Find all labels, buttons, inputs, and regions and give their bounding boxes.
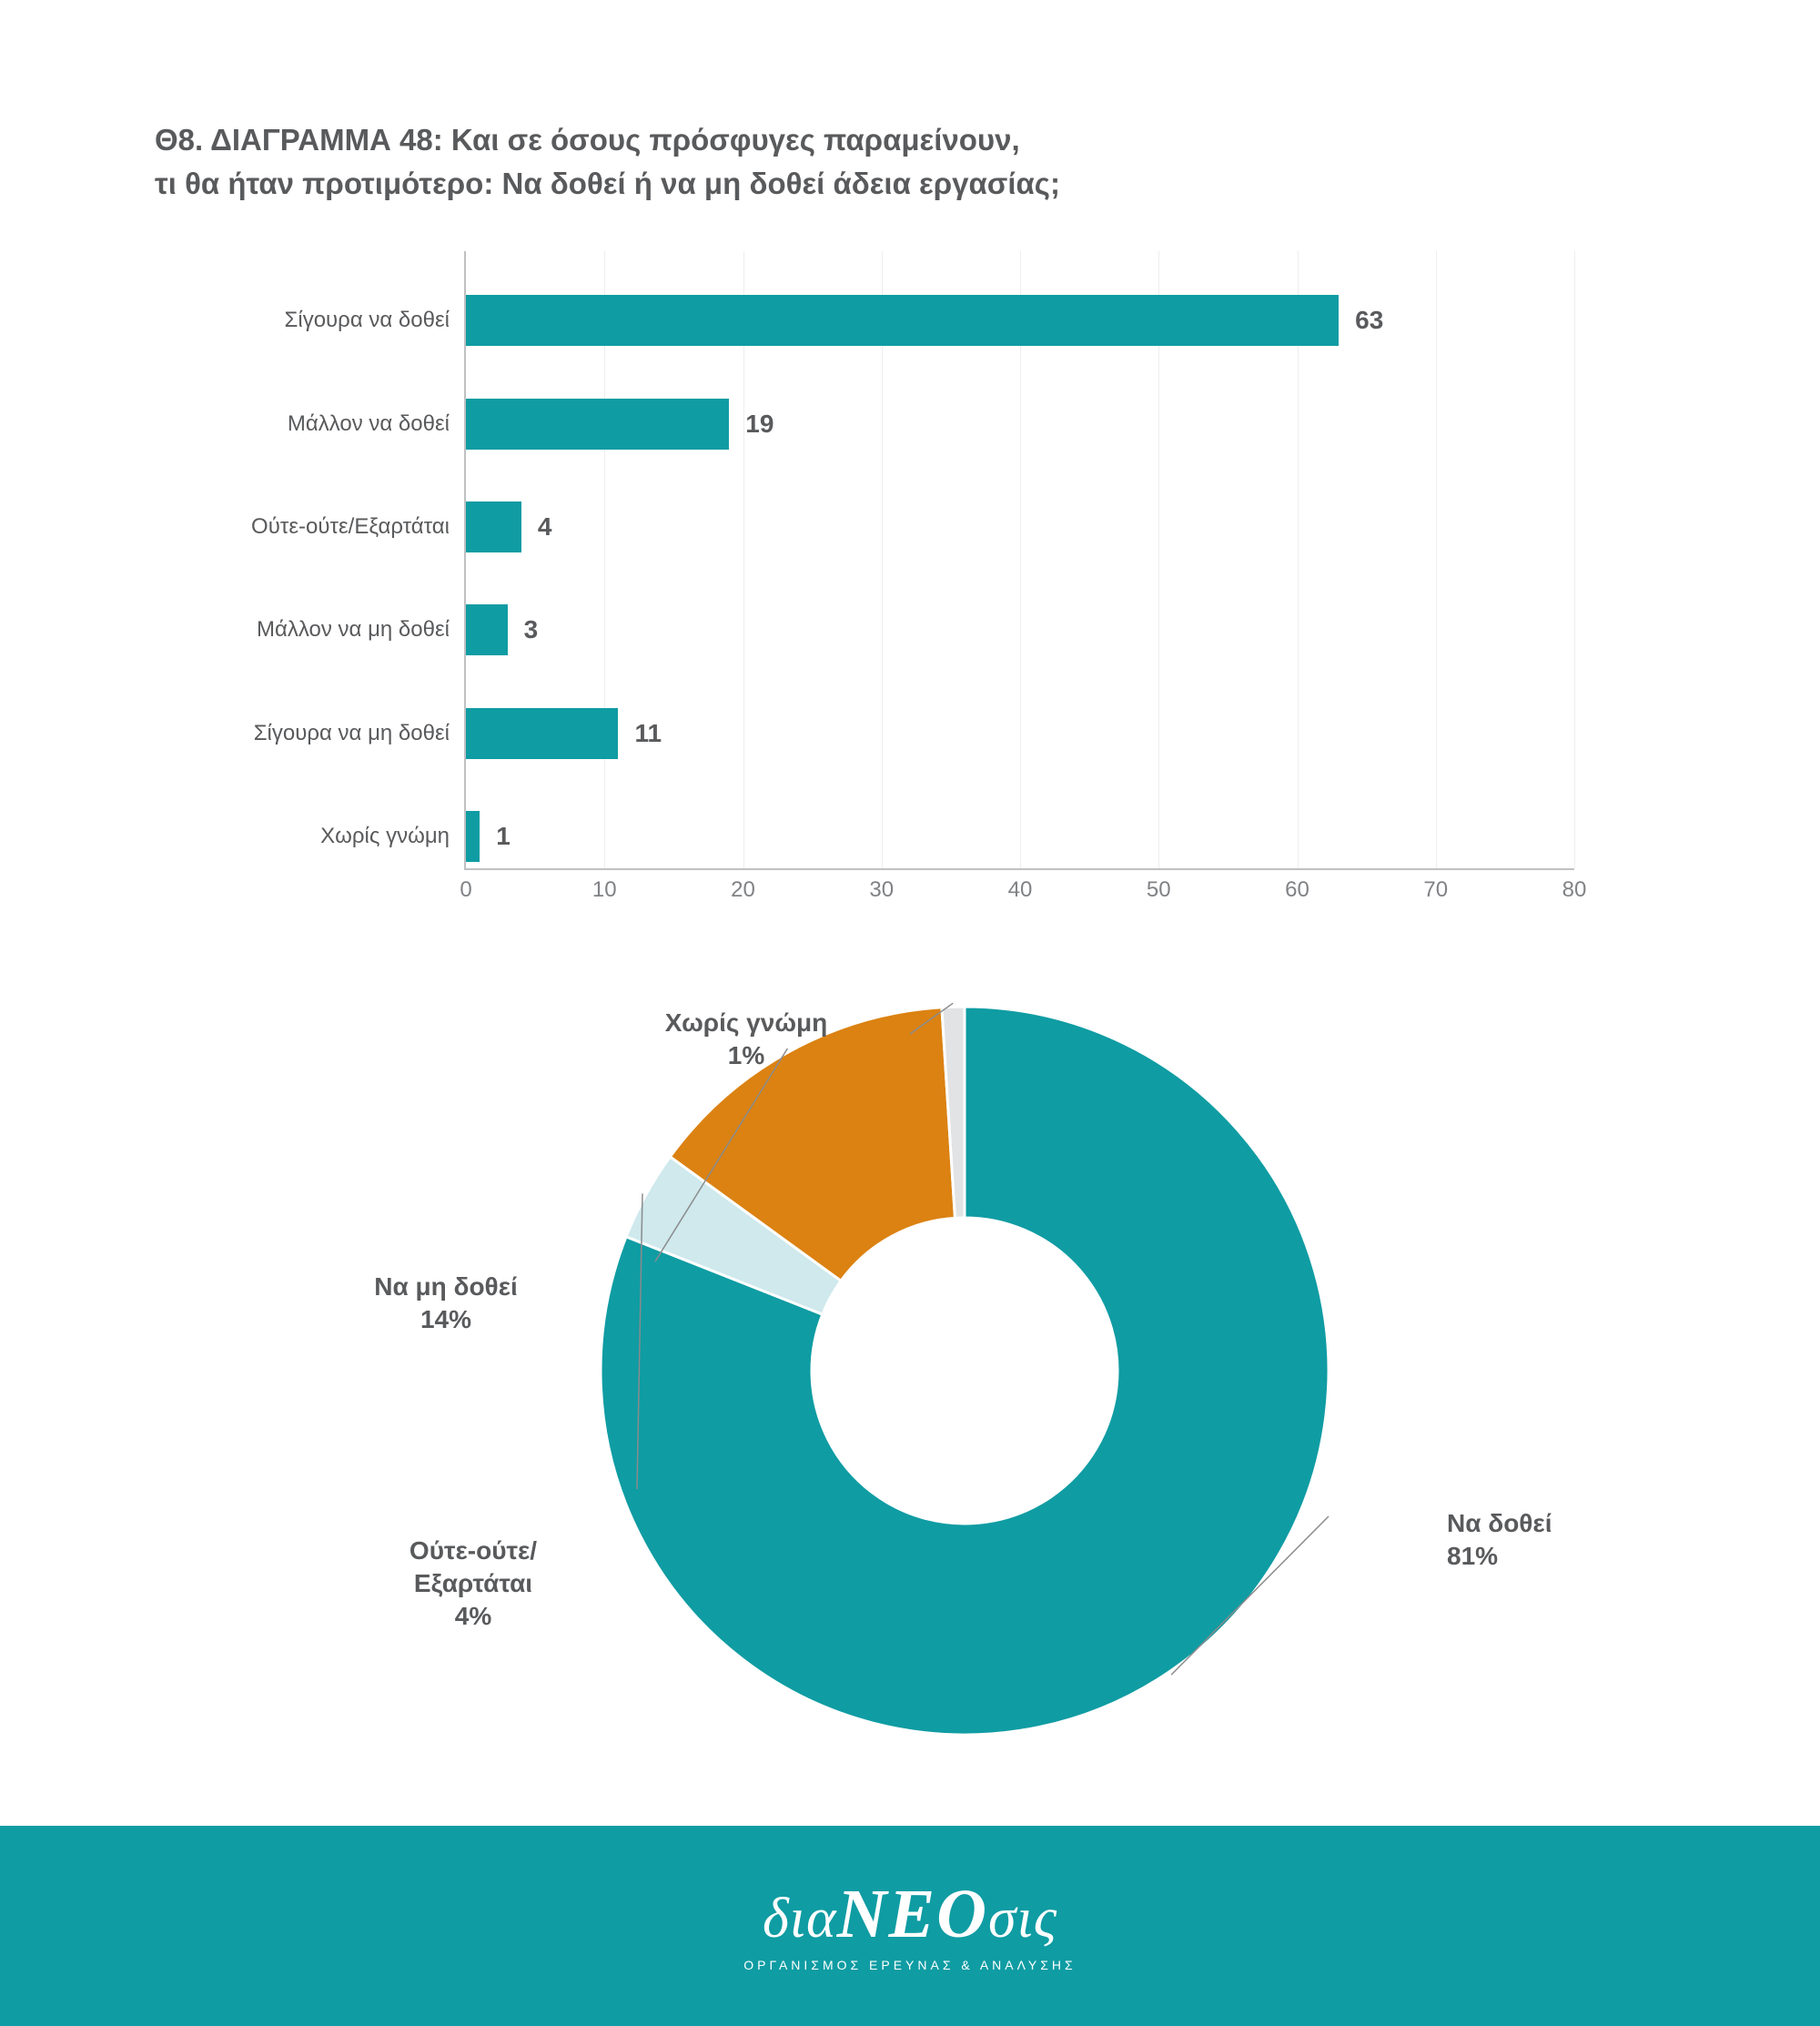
bar — [466, 604, 508, 655]
bar-value: 63 — [1355, 306, 1383, 335]
bar-label: Μάλλον να δοθεί — [288, 399, 450, 450]
x-tick: 20 — [731, 877, 755, 903]
footer: διαΝΕΟσις ΟΡΓΑΝΙΣΜΟΣ ΕΡΕΥΝΑΣ & ΑΝΑΛΥΣΗΣ — [0, 1826, 1820, 2026]
donut-svg — [592, 998, 1338, 1744]
bar-label: Χωρίς γνώμη — [320, 811, 450, 862]
x-tick: 30 — [869, 877, 894, 903]
chart-page: Θ8. ΔΙΑΓΡΑΜΜΑ 48: Και σε όσους πρόσφυγες… — [0, 0, 1820, 1789]
x-tick: 50 — [1147, 877, 1171, 903]
bar-label: Σίγουρα να μη δοθεί — [254, 708, 450, 759]
x-tick: 10 — [592, 877, 617, 903]
gridline — [1574, 251, 1575, 868]
bars-container: Σίγουρα να δοθεί63 Μάλλον να δοθεί19 Ούτε-… — [466, 251, 1574, 868]
donut-slice-pct: 81% — [1447, 1540, 1552, 1573]
bar-value: 19 — [745, 410, 774, 439]
bar-chart: 01020304050607080 Σίγουρα να δοθεί63Μάλλ… — [191, 251, 1611, 943]
chart-title: Θ8. ΔΙΑΓΡΑΜΜΑ 48: Και σε όσους πρόσφυγες… — [155, 118, 1665, 206]
logo-prefix: δια — [763, 1888, 837, 1950]
donut-slice-label: Να δοθεί81% — [1447, 1507, 1552, 1574]
bar-value: 3 — [524, 615, 539, 644]
donut-slice-pct: 14% — [374, 1303, 518, 1336]
bar — [466, 811, 480, 862]
bar — [466, 295, 1339, 346]
logo-suffix: σις — [988, 1888, 1057, 1950]
bar-row: Χωρίς γνώμη1 — [466, 811, 1574, 862]
bar-row: Μάλλον να δοθεί19 — [466, 399, 1574, 450]
bar-value: 1 — [496, 822, 511, 851]
bar-value: 11 — [634, 719, 662, 748]
logo-mid: ΝΕΟ — [837, 1876, 988, 1952]
x-tick: 40 — [1008, 877, 1033, 903]
title-line-1: Θ8. ΔΙΑΓΡΑΜΜΑ 48: Και σε όσους πρόσφυγες… — [155, 123, 1020, 157]
bar-row: Σίγουρα να δοθεί63 — [466, 295, 1574, 346]
x-tick: 60 — [1285, 877, 1309, 903]
donut-slice-pct: 4% — [410, 1600, 537, 1633]
x-tick: 0 — [460, 877, 471, 903]
donut-slice-pct: 1% — [665, 1039, 827, 1072]
bar-row: Μάλλον να μη δοθεί3 — [466, 604, 1574, 655]
bar-label: Μάλλον να μη δοθεί — [257, 604, 450, 655]
bar-label: Σίγουρα να δοθεί — [285, 295, 450, 346]
bar-chart-plot: 01020304050607080 Σίγουρα να δοθεί63Μάλλ… — [464, 251, 1574, 870]
x-tick: 80 — [1562, 877, 1587, 903]
bar — [466, 501, 521, 552]
logo: διαΝΕΟσις — [763, 1879, 1057, 1949]
x-tick: 70 — [1423, 877, 1448, 903]
bar-label: Ούτε-ούτε/Εξαρτάται — [251, 501, 450, 552]
donut-slice-label: Ούτε-ούτε/Εξαρτάται4% — [410, 1535, 537, 1634]
footer-tagline: ΟΡΓΑΝΙΣΜΟΣ ΕΡΕΥΝΑΣ & ΑΝΑΛΥΣΗΣ — [743, 1958, 1076, 1972]
bar-row: Ούτε-ούτε/Εξαρτάται4 — [466, 501, 1574, 552]
title-line-2: τι θα ήταν προτιμότερο: Να δοθεί ή να μη… — [155, 167, 1060, 200]
bar — [466, 399, 729, 450]
donut-slice-label: Χωρίς γνώμη1% — [665, 1007, 827, 1073]
bar-value: 4 — [538, 512, 552, 542]
donut-chart: Να δοθεί81% Ούτε-ούτε/Εξαρτάται4% Να μη δο… — [200, 970, 1620, 1789]
bar — [466, 708, 618, 759]
bar-row: Σίγουρα να μη δοθεί11 — [466, 708, 1574, 759]
donut-slice-label: Να μη δοθεί14% — [374, 1271, 518, 1337]
